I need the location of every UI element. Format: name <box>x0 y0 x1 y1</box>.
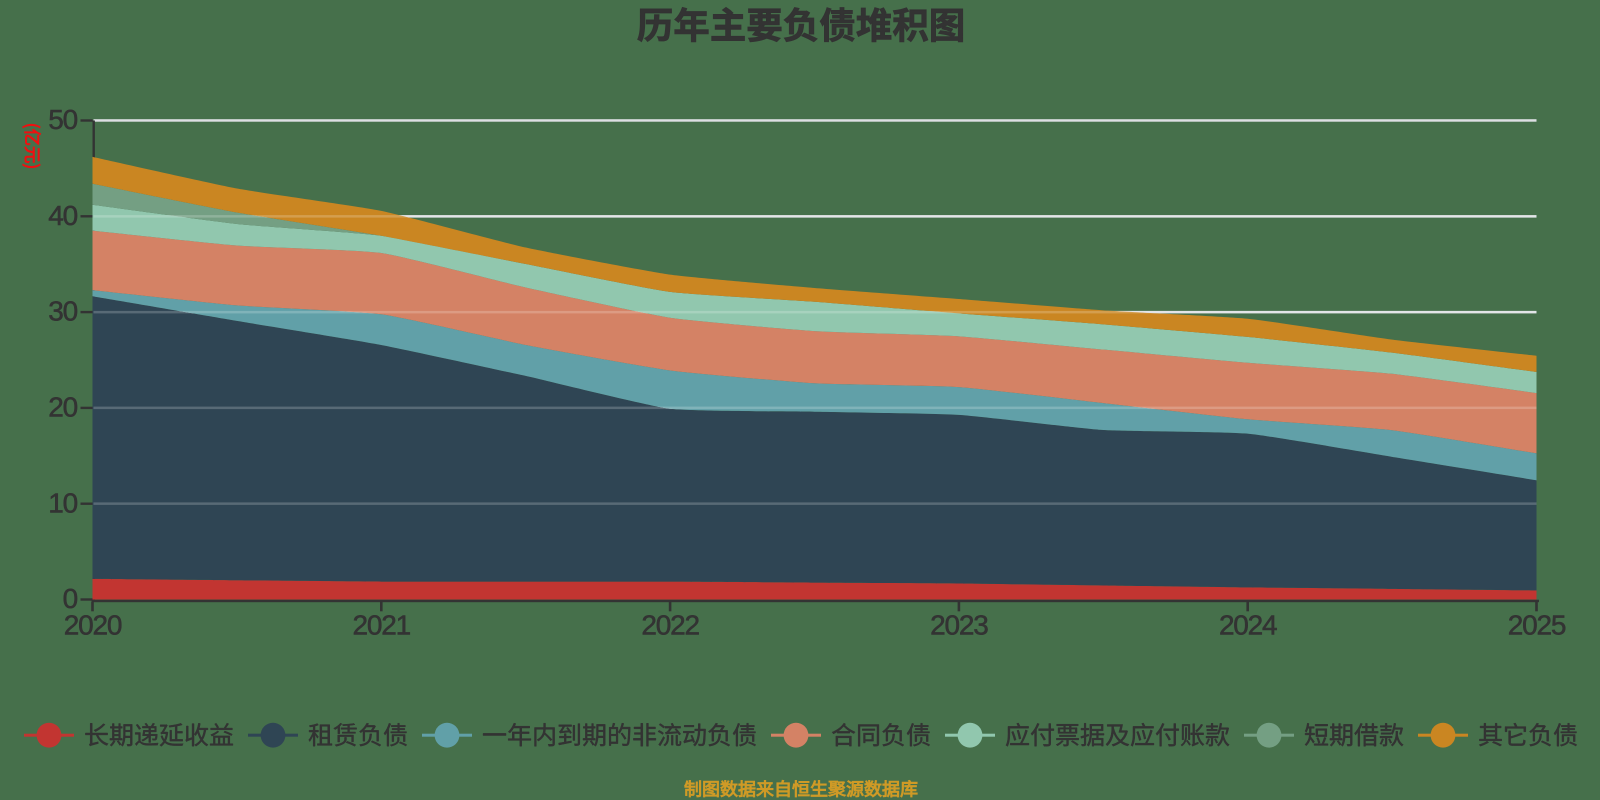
svg-text:2024: 2024 <box>1219 610 1277 641</box>
svg-text:2025: 2025 <box>1508 610 1566 641</box>
svg-text:50: 50 <box>48 104 77 135</box>
svg-text:30: 30 <box>48 296 77 327</box>
svg-text:2020: 2020 <box>64 610 122 641</box>
svg-text:0: 0 <box>63 583 78 614</box>
svg-text:2021: 2021 <box>353 610 411 641</box>
svg-text:2023: 2023 <box>930 610 988 641</box>
svg-text:40: 40 <box>48 200 77 231</box>
svg-text:20: 20 <box>48 392 77 423</box>
svg-text:2022: 2022 <box>641 610 699 641</box>
svg-text:10: 10 <box>48 487 77 518</box>
